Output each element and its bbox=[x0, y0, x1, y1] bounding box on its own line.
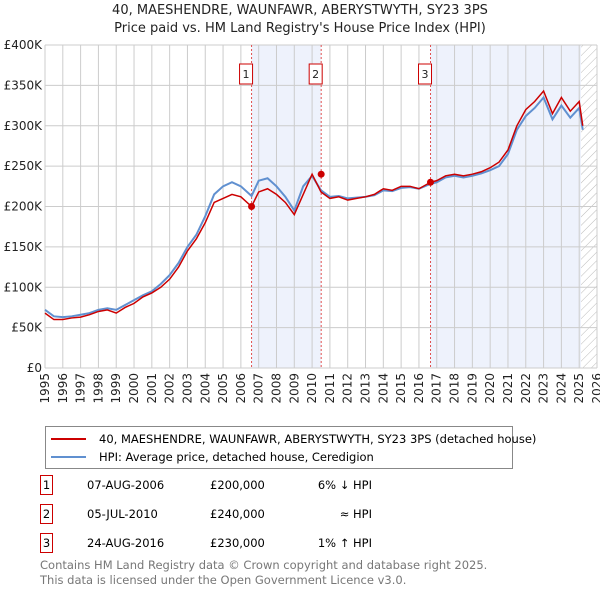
x-tick-label: 2001 bbox=[145, 373, 159, 404]
transaction-price: £240,000 bbox=[210, 507, 265, 521]
footer-line-2: This data is licensed under the Open Gov… bbox=[40, 573, 407, 587]
x-tick-label: 2022 bbox=[519, 373, 533, 404]
y-tick-label: £200K bbox=[4, 200, 44, 214]
transaction-date: 05-JUL-2010 bbox=[87, 507, 158, 521]
sale-marker-box bbox=[418, 63, 433, 85]
x-tick-label: 2024 bbox=[554, 373, 568, 404]
sale-marker-box bbox=[308, 63, 323, 85]
x-tick-label: 2003 bbox=[180, 373, 194, 404]
x-tick-label: 2012 bbox=[341, 373, 355, 404]
y-tick-label: £300K bbox=[4, 119, 44, 133]
sale-point bbox=[427, 178, 435, 186]
y-tick-label: £400K bbox=[4, 38, 44, 52]
x-tick-label: 2005 bbox=[216, 373, 230, 404]
x-tick-label: 1996 bbox=[56, 373, 70, 404]
x-tick-label: 1999 bbox=[109, 373, 123, 404]
property-series-line bbox=[44, 89, 584, 321]
transaction-price: £230,000 bbox=[210, 536, 265, 550]
y-tick-label: £100K bbox=[4, 280, 44, 294]
x-tick-label: 2010 bbox=[305, 373, 319, 404]
y-tick-label: £50K bbox=[11, 321, 43, 335]
x-tick-label: 2026 bbox=[590, 373, 600, 404]
transaction-number: 2 bbox=[40, 504, 53, 524]
red-line-swatch bbox=[51, 438, 86, 440]
x-tick-label: 2017 bbox=[430, 373, 444, 404]
x-tick-label: 2025 bbox=[572, 373, 586, 404]
footer-line-1: Contains HM Land Registry data © Crown c… bbox=[40, 558, 488, 572]
transaction-hpi-relation: ≈ HPI bbox=[339, 507, 372, 521]
transaction-number: 3 bbox=[40, 533, 53, 553]
x-tick-label: 2011 bbox=[323, 373, 337, 404]
x-tick-label: 2000 bbox=[127, 373, 141, 404]
price-chart: 1995 1996 1997 1998 1999 2000 2001 2002 2003 2004… bbox=[4, 38, 600, 404]
x-tick-label: 2014 bbox=[376, 373, 390, 404]
sale-marker-label: 3 bbox=[422, 68, 429, 81]
x-tick-label: 1997 bbox=[74, 373, 88, 404]
x-tick-label: 2009 bbox=[287, 373, 301, 404]
x-tick-label: 2004 bbox=[198, 373, 212, 404]
x-tick-label: 2020 bbox=[483, 373, 497, 404]
chart-title: 40, MAESHENDRE, WAUNFAWR, ABERYSTWYTH, S… bbox=[112, 3, 488, 18]
sale-point bbox=[317, 170, 325, 178]
legend: 40, MAESHENDRE, WAUNFAWR, ABERYSTWYTH, S… bbox=[45, 426, 536, 469]
y-tick-label: £0 bbox=[27, 361, 42, 375]
legend-label: 40, MAESHENDRE, WAUNFAWR, ABERYSTWYTH, S… bbox=[99, 432, 537, 446]
transaction-date: 07-AUG-2006 bbox=[87, 478, 165, 492]
x-tick-label: 2013 bbox=[359, 373, 373, 404]
y-tick-label: £150K bbox=[4, 240, 44, 254]
sale-marker-label: 2 bbox=[312, 68, 319, 81]
y-tick-label: £250K bbox=[4, 159, 44, 173]
x-tick-label: 2016 bbox=[412, 373, 426, 404]
x-tick-label: 2006 bbox=[234, 373, 248, 404]
legend-label: HPI: Average price, detached house, Cere… bbox=[99, 450, 374, 464]
x-tick-label: 2008 bbox=[269, 373, 283, 404]
y-tick-label: £350K bbox=[4, 78, 44, 92]
x-tick-label: 2002 bbox=[163, 373, 177, 404]
x-tick-label: 2007 bbox=[252, 373, 266, 404]
sale-point bbox=[248, 203, 256, 210]
sale-marker-label: 1 bbox=[243, 68, 250, 81]
x-tick-label: 2023 bbox=[537, 373, 551, 404]
sale-marker-box bbox=[239, 63, 254, 85]
x-tick-label: 1998 bbox=[91, 373, 105, 404]
x-tick-label: 2019 bbox=[465, 373, 479, 404]
x-tick-label: 2015 bbox=[394, 373, 408, 404]
chart-subtitle: Price paid vs. HM Land Registry's House … bbox=[114, 21, 486, 36]
x-tick-label: 2018 bbox=[448, 373, 462, 404]
transaction-number: 1 bbox=[40, 475, 53, 495]
x-tick-label: 2021 bbox=[501, 373, 515, 404]
blue-line-swatch bbox=[51, 456, 86, 458]
transaction-price: £200,000 bbox=[210, 478, 265, 492]
transaction-hpi-relation: 6% ↓ HPI bbox=[317, 478, 372, 492]
transaction-date: 24-AUG-2016 bbox=[87, 536, 165, 550]
transaction-hpi-relation: 1% ↑ HPI bbox=[317, 536, 372, 550]
x-tick-label: 1995 bbox=[38, 373, 52, 404]
